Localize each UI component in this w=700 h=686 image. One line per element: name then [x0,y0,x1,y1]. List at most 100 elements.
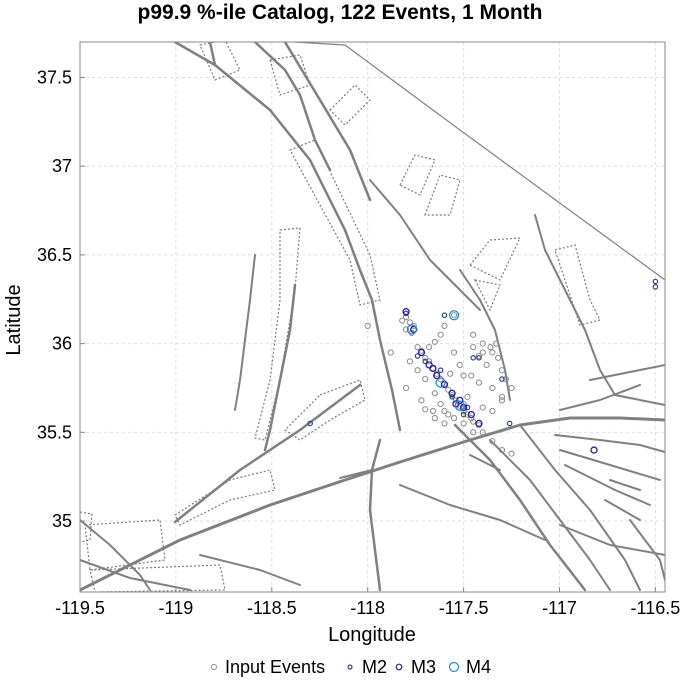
fault-line [554,434,665,453]
input-event-point [450,312,458,319]
legend-label-m3: M3 [411,657,436,677]
fault-zone [174,469,276,526]
input-event-point [402,384,410,392]
input-event-point [470,344,477,351]
legend-marker-input [211,664,217,670]
fault-line [559,384,641,411]
input-event-point [431,338,438,345]
input-event-point [431,390,438,397]
legend: Input Events M2 M3 M4 [211,657,491,677]
input-event-point [498,367,506,374]
m3-event-point [456,396,464,405]
fault-line [208,42,217,67]
input-event-point [460,420,467,427]
y-tick-label: 35.5 [37,422,72,442]
input-event-point [495,354,502,361]
fault-line [173,383,362,524]
m3-event-point [417,348,426,357]
input-event-point [422,354,429,361]
legend-label-input: Input Events [225,657,325,677]
m2-event-point [506,420,513,427]
m2-event-point [476,355,482,361]
m2-event-point [652,284,659,290]
fault-zone [329,84,371,126]
input-event-point [489,438,496,445]
event-markers [307,278,659,457]
m2-event-point [437,367,444,374]
fault-line [564,464,651,506]
fault-zone [284,379,366,441]
fault-zone [80,511,93,543]
input-event-point [479,404,486,411]
input-event-point [437,331,444,338]
m3-event-point [433,371,441,380]
input-event-point [489,349,496,356]
fault-line [559,524,665,556]
input-event-point [364,322,371,329]
grid-lines [79,42,665,592]
input-event-point [441,420,448,427]
fault-zone [473,279,501,312]
fault-zone [254,227,301,441]
m3-event-point [475,419,483,428]
x-axis-label: Longitude [328,624,416,646]
fault-line [629,519,665,581]
fault-zone [554,244,601,326]
m2-event-point [414,353,421,359]
input-event-point [460,372,467,379]
input-event-point [431,415,438,422]
input-event-point [447,370,454,377]
y-tick-label: 36 [52,334,72,354]
m3-event-point [429,364,437,373]
m2-event-point [460,411,467,418]
input-event-point [425,344,433,351]
m2-event-point [422,358,429,365]
m4-event-point [406,324,417,335]
input-event-point [508,384,515,392]
input-event-point [402,326,410,333]
x-tick-label: -119.5 [55,598,105,618]
input-event-point [464,411,471,418]
y-tick-label: 37 [52,156,72,176]
input-event-point [422,406,429,413]
x-tick-label: -118 [350,598,385,618]
fault-line [519,424,641,591]
fault-line [589,364,665,381]
legend-label-m2: M2 [362,657,387,677]
input-event-point [406,358,414,365]
fault-line [80,559,191,591]
x-tick-label: -117 [542,598,577,618]
m4-event-point [448,310,460,321]
input-event-point [387,349,394,356]
input-event-point [450,349,458,356]
fault-line [453,423,587,592]
legend-marker-m4 [448,661,460,673]
input-event-point [445,411,452,418]
m2-event-point [499,376,505,382]
input-event-point [483,361,490,369]
m2-event-point [449,394,455,400]
plot-frame [79,41,666,593]
chart-title: p99.9 %-ile Catalog, 122 Events, 1 Month [138,1,543,24]
input-event-point [445,386,452,393]
m3-event-point [448,389,456,397]
m3-event-point [590,446,598,454]
input-event-point [470,331,477,338]
input-event-point [479,340,486,347]
fault-zone [424,174,461,216]
fault-zone [289,139,381,306]
input-event-point [475,379,483,386]
input-event-point [418,397,425,404]
y-tick-label: 35 [52,511,72,531]
m2-event-point [307,420,313,427]
input-event-point [456,361,463,369]
fault-line [609,479,641,491]
m3-event-point [402,308,410,316]
legend-label-m4: M4 [466,657,491,677]
input-event-point [502,375,509,383]
fault-line [369,179,481,311]
input-event-point [429,407,437,415]
input-event-point [450,415,458,422]
fault-line [604,499,641,521]
x-tick-label: -117.5 [439,598,489,618]
